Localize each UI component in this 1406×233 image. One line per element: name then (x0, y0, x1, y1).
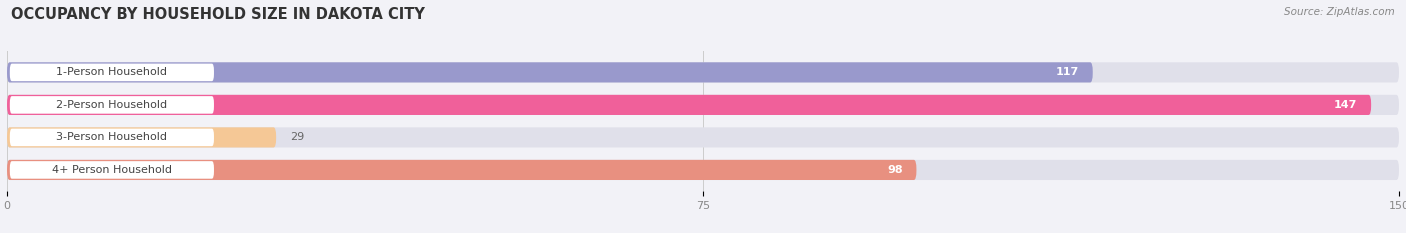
FancyBboxPatch shape (7, 62, 1092, 82)
FancyBboxPatch shape (7, 95, 1371, 115)
FancyBboxPatch shape (7, 127, 276, 147)
FancyBboxPatch shape (10, 64, 214, 81)
Text: 3-Person Household: 3-Person Household (56, 132, 167, 142)
Text: 117: 117 (1056, 67, 1078, 77)
FancyBboxPatch shape (7, 62, 1399, 82)
FancyBboxPatch shape (7, 127, 1399, 147)
Text: 147: 147 (1334, 100, 1357, 110)
Text: 1-Person Household: 1-Person Household (56, 67, 167, 77)
FancyBboxPatch shape (7, 95, 1399, 115)
FancyBboxPatch shape (10, 129, 214, 146)
FancyBboxPatch shape (7, 160, 917, 180)
FancyBboxPatch shape (10, 96, 214, 114)
FancyBboxPatch shape (7, 160, 1399, 180)
Text: Source: ZipAtlas.com: Source: ZipAtlas.com (1284, 7, 1395, 17)
Text: 2-Person Household: 2-Person Household (56, 100, 167, 110)
FancyBboxPatch shape (10, 161, 214, 179)
Text: 4+ Person Household: 4+ Person Household (52, 165, 172, 175)
Text: 29: 29 (290, 132, 304, 142)
Text: 98: 98 (887, 165, 903, 175)
Text: OCCUPANCY BY HOUSEHOLD SIZE IN DAKOTA CITY: OCCUPANCY BY HOUSEHOLD SIZE IN DAKOTA CI… (11, 7, 425, 22)
